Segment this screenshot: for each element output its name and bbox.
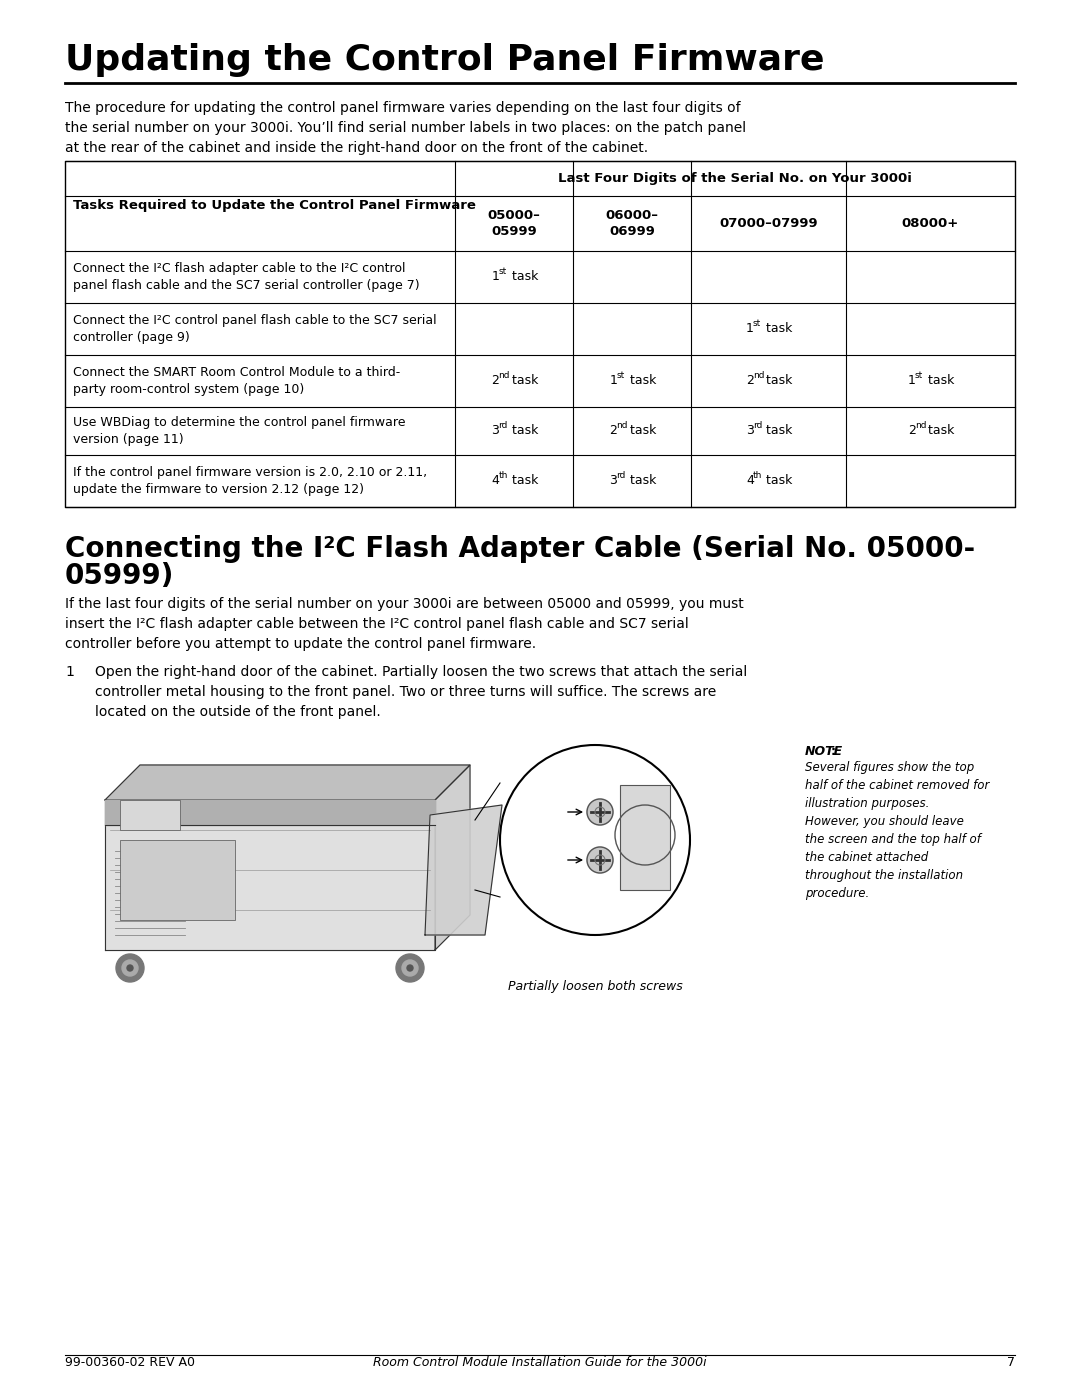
Text: 1: 1 xyxy=(65,665,73,679)
Circle shape xyxy=(588,847,613,873)
Text: Connect the SMART Room Control Module to a third-
party room-control system (pag: Connect the SMART Room Control Module to… xyxy=(73,366,401,395)
Text: If the control panel firmware version is 2.0, 2.10 or 2.11,
update the firmware : If the control panel firmware version is… xyxy=(73,467,427,496)
Text: nd: nd xyxy=(617,422,627,430)
Text: task: task xyxy=(508,271,538,284)
Circle shape xyxy=(116,954,144,982)
Text: task: task xyxy=(625,374,656,387)
Circle shape xyxy=(588,799,613,826)
Text: Use WBDiag to determine the control panel firmware
version (page 11): Use WBDiag to determine the control pane… xyxy=(73,416,405,446)
Text: 3: 3 xyxy=(609,475,618,488)
Text: 2: 2 xyxy=(746,374,754,387)
Text: task: task xyxy=(924,425,955,437)
Polygon shape xyxy=(435,766,470,950)
Text: task: task xyxy=(762,374,793,387)
Text: th: th xyxy=(499,472,508,481)
Text: 99-00360-02 REV A0: 99-00360-02 REV A0 xyxy=(65,1356,195,1369)
Text: st: st xyxy=(617,372,624,380)
Text: rd: rd xyxy=(617,472,626,481)
Bar xyxy=(620,785,670,890)
Text: task: task xyxy=(762,323,793,335)
Text: The procedure for updating the control panel firmware varies depending on the la: The procedure for updating the control p… xyxy=(65,101,746,155)
Text: 3: 3 xyxy=(746,425,754,437)
Text: task: task xyxy=(508,374,538,387)
Polygon shape xyxy=(105,800,435,826)
Text: If the last four digits of the serial number on your 3000i are between 05000 and: If the last four digits of the serial nu… xyxy=(65,597,744,651)
Circle shape xyxy=(396,954,424,982)
Text: 07000–07999: 07000–07999 xyxy=(719,217,818,231)
Text: Room Control Module Installation Guide for the 3000i: Room Control Module Installation Guide f… xyxy=(374,1356,706,1369)
Text: 4: 4 xyxy=(491,475,499,488)
Text: Several figures show the top
half of the cabinet removed for
illustration purpos: Several figures show the top half of the… xyxy=(805,761,989,900)
Polygon shape xyxy=(105,800,435,950)
Text: 1: 1 xyxy=(908,374,916,387)
Text: Connect the I²C control panel flash cable to the SC7 serial
controller (page 9): Connect the I²C control panel flash cabl… xyxy=(73,314,436,344)
Text: nd: nd xyxy=(753,372,765,380)
Circle shape xyxy=(500,745,690,935)
Text: task: task xyxy=(762,475,793,488)
Polygon shape xyxy=(105,766,470,800)
Text: rd: rd xyxy=(753,422,762,430)
Text: Updating the Control Panel Firmware: Updating the Control Panel Firmware xyxy=(65,43,824,77)
Text: 1: 1 xyxy=(491,271,499,284)
Text: task: task xyxy=(508,475,538,488)
Bar xyxy=(120,800,180,830)
Text: th: th xyxy=(753,472,762,481)
Text: 2: 2 xyxy=(491,374,499,387)
Bar xyxy=(65,161,1015,507)
Text: rd: rd xyxy=(499,422,508,430)
Circle shape xyxy=(122,960,138,977)
Text: Connecting the I²C Flash Adapter Cable (Serial No. 05000-: Connecting the I²C Flash Adapter Cable (… xyxy=(65,535,975,563)
Text: 05000–
05999: 05000– 05999 xyxy=(487,210,540,237)
Text: 2: 2 xyxy=(609,425,618,437)
Text: NOTE: NOTE xyxy=(805,745,843,759)
Text: 1: 1 xyxy=(746,323,754,335)
Text: 08000+: 08000+ xyxy=(902,217,959,231)
Text: Last Four Digits of the Serial No. on Your 3000i: Last Four Digits of the Serial No. on Yo… xyxy=(558,172,912,184)
Circle shape xyxy=(127,965,133,971)
Text: 05999): 05999) xyxy=(65,562,174,590)
Text: 4: 4 xyxy=(746,475,754,488)
Circle shape xyxy=(407,965,413,971)
Text: 7: 7 xyxy=(1007,1356,1015,1369)
Text: 2: 2 xyxy=(908,425,916,437)
Text: nd: nd xyxy=(499,372,510,380)
Text: st: st xyxy=(915,372,923,380)
Text: 1: 1 xyxy=(609,374,618,387)
Text: st: st xyxy=(499,267,507,277)
Text: task: task xyxy=(924,374,955,387)
Text: Partially loosen both screws: Partially loosen both screws xyxy=(508,981,683,993)
Text: nd: nd xyxy=(915,422,927,430)
Text: 06000–
06999: 06000– 06999 xyxy=(606,210,659,237)
Circle shape xyxy=(402,960,418,977)
Text: st: st xyxy=(753,320,761,328)
Polygon shape xyxy=(426,805,502,935)
Text: task: task xyxy=(625,475,656,488)
Text: Connect the I²C flash adapter cable to the I²C control
panel flash cable and the: Connect the I²C flash adapter cable to t… xyxy=(73,263,420,292)
Text: task: task xyxy=(762,425,793,437)
Text: 3: 3 xyxy=(491,425,499,437)
Bar xyxy=(120,840,235,921)
Text: task: task xyxy=(625,425,656,437)
Text: :: : xyxy=(831,745,836,759)
Text: task: task xyxy=(508,425,538,437)
Text: Open the right-hand door of the cabinet. Partially loosen the two screws that at: Open the right-hand door of the cabinet.… xyxy=(95,665,747,719)
Text: Tasks Required to Update the Control Panel Firmware: Tasks Required to Update the Control Pan… xyxy=(73,200,476,212)
